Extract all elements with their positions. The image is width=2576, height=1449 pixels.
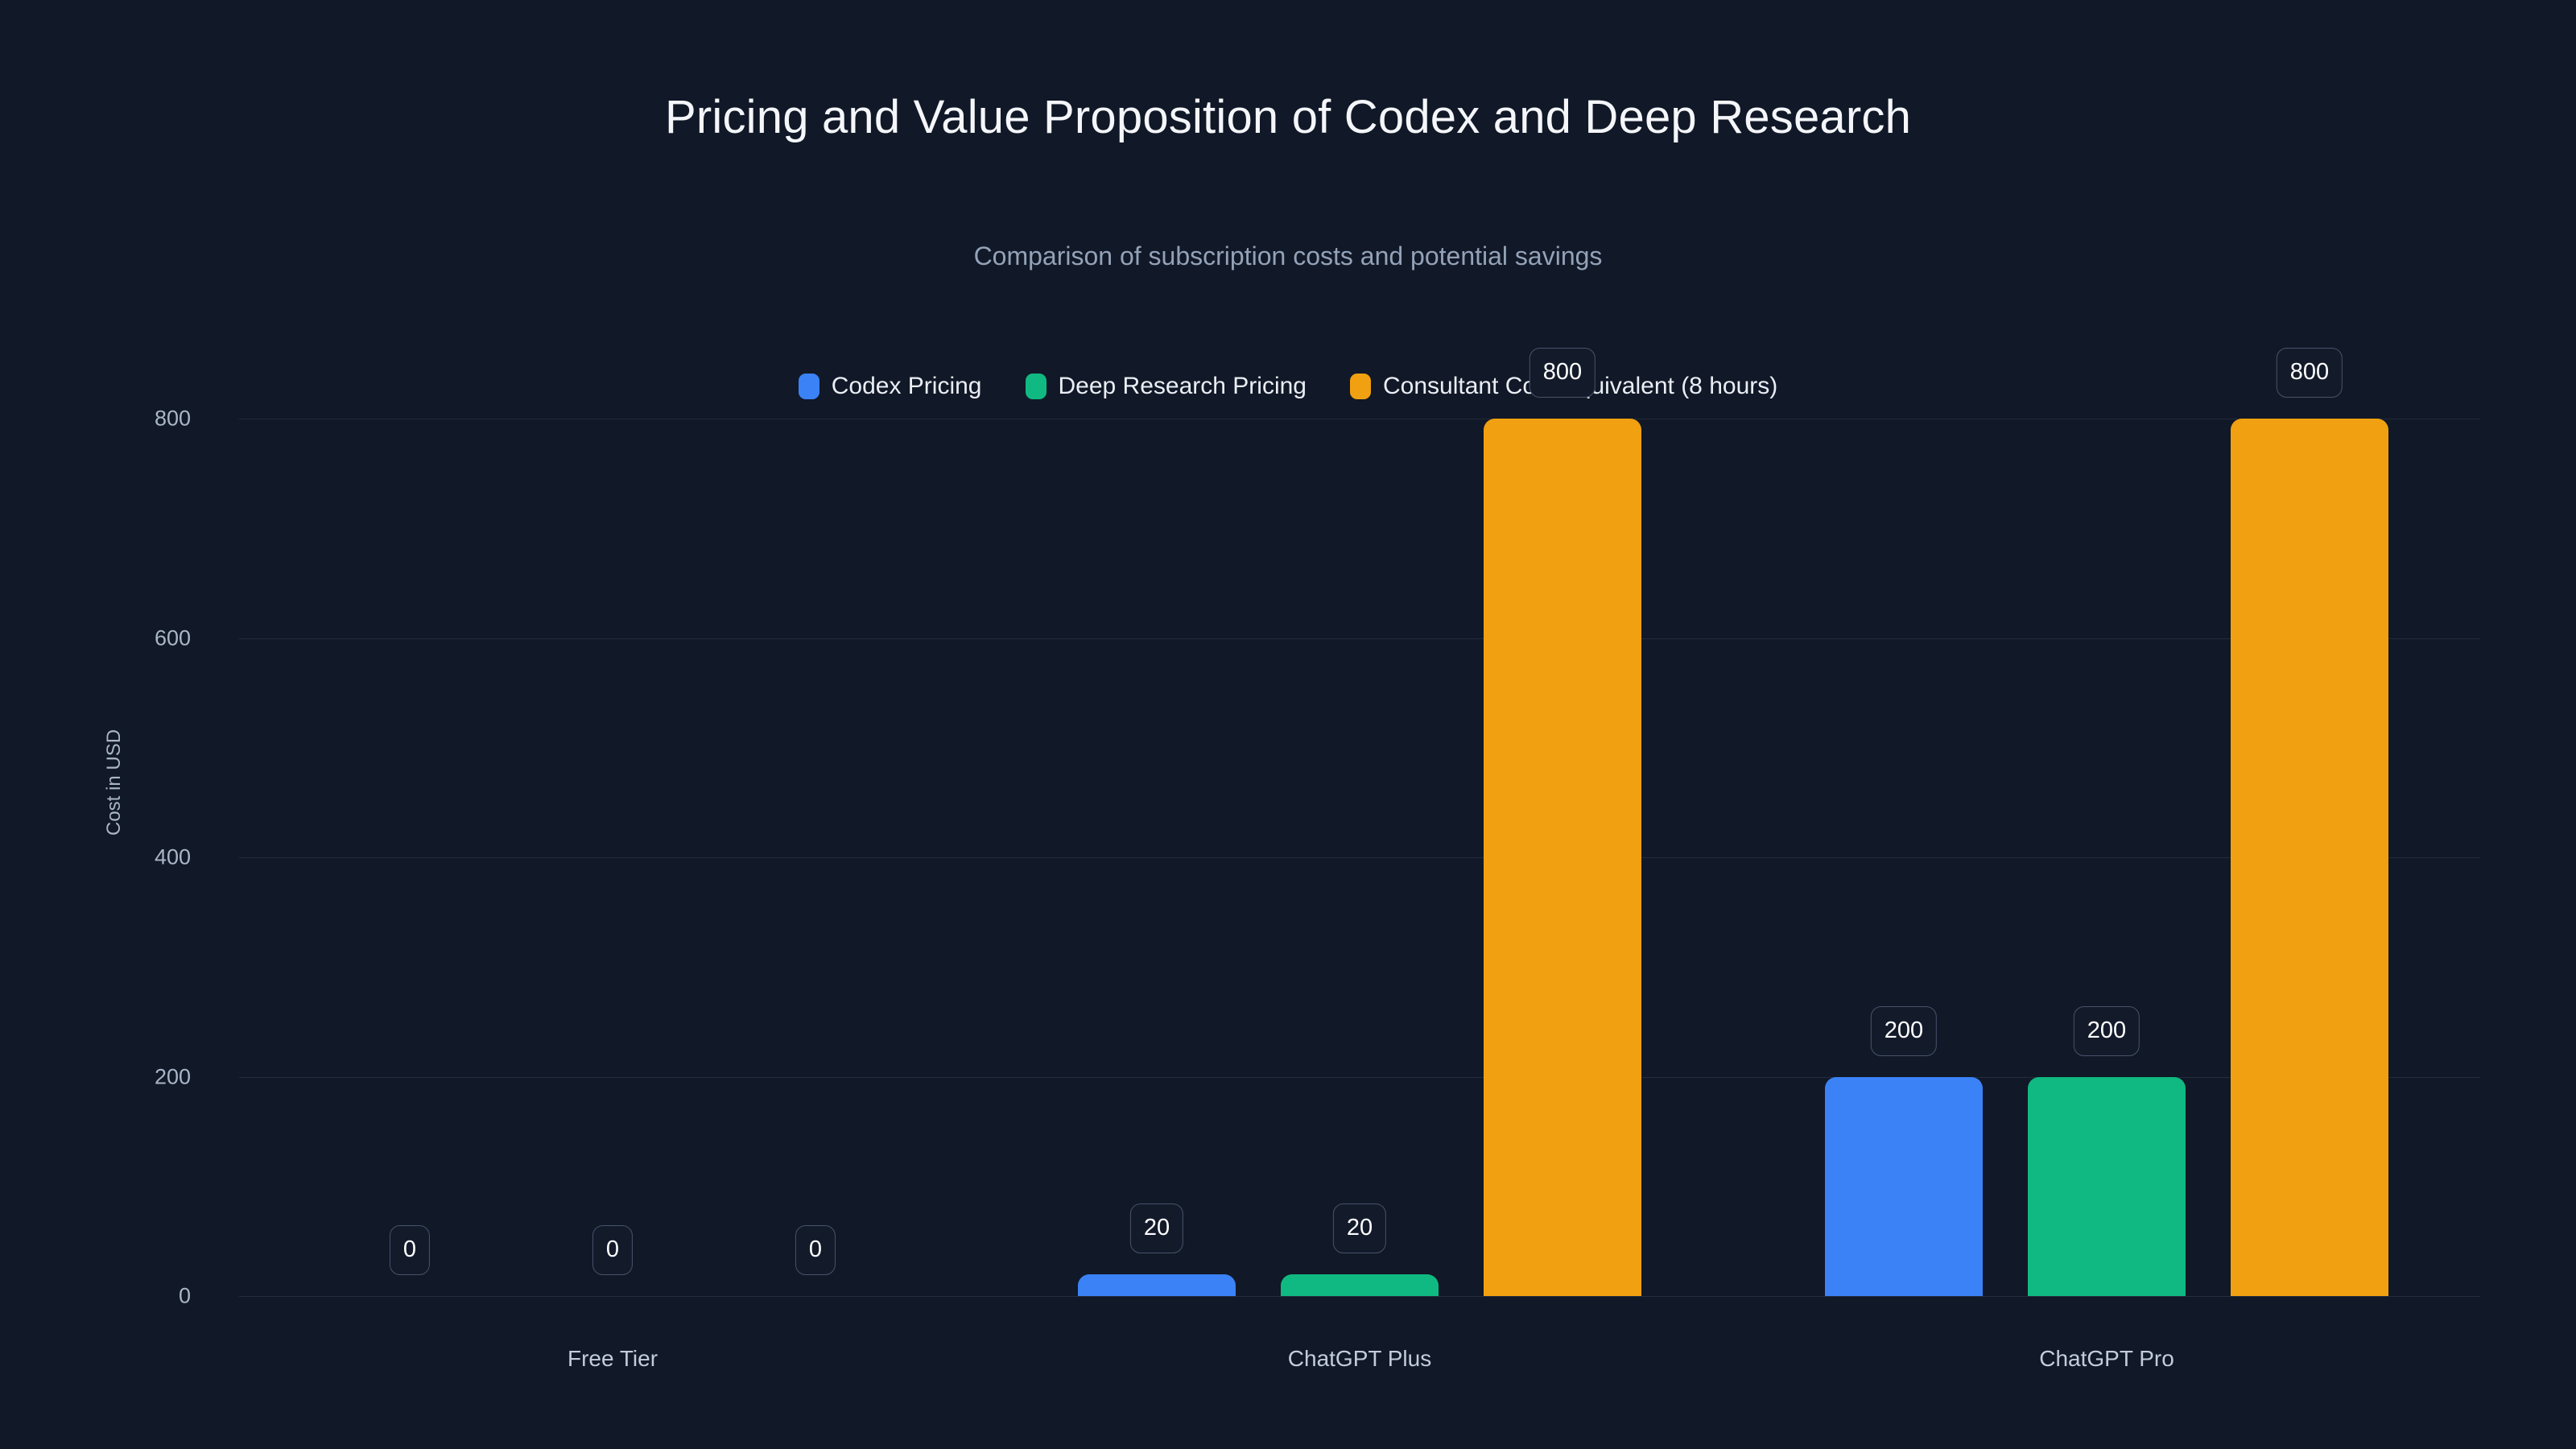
y-tick-label: 600: [154, 625, 191, 650]
x-tick-label: Free Tier: [567, 1346, 658, 1371]
bar[interactable]: [1484, 419, 1641, 1296]
gridline-400: [239, 857, 2480, 858]
gridline-0: [239, 1296, 2480, 1297]
bar-value-label: 0: [592, 1225, 634, 1275]
legend-item-1[interactable]: Deep Research Pricing: [1025, 373, 1307, 400]
y-tick-label: 0: [178, 1283, 191, 1308]
gridline-200: [239, 1076, 2480, 1078]
bar-value-label: 800: [2276, 348, 2343, 398]
bar-value-label: 0: [389, 1225, 431, 1275]
legend-swatch-icon: [1025, 374, 1046, 399]
legend-swatch-icon: [1349, 374, 1371, 399]
bar[interactable]: [2028, 1076, 2186, 1296]
legend-item-label: Codex Pricing: [831, 373, 982, 399]
legend-swatch-icon: [798, 374, 819, 399]
bar-value-label: 800: [1529, 348, 1596, 398]
bar[interactable]: [1078, 1274, 1236, 1296]
x-tick-label: ChatGPT Pro: [2039, 1346, 2174, 1371]
gridline-600: [239, 638, 2480, 639]
bar[interactable]: [1825, 1076, 1983, 1296]
plot-area: [239, 419, 2480, 1297]
chart-subtitle: Comparison of subscription costs and pot…: [973, 242, 1603, 270]
y-tick-label: 800: [154, 406, 191, 431]
bar-value-label: 20: [1129, 1203, 1184, 1253]
bar-value-label: 0: [795, 1225, 836, 1275]
x-tick-label: ChatGPT Plus: [1287, 1346, 1432, 1371]
bar[interactable]: [2231, 419, 2388, 1296]
legend-item-0[interactable]: Codex Pricing: [798, 373, 982, 400]
legend-item-label: Deep Research Pricing: [1058, 373, 1307, 399]
bar-value-label: 200: [2073, 1005, 2140, 1056]
bar[interactable]: [1281, 1274, 1439, 1296]
bar-value-label: 200: [1870, 1005, 1938, 1056]
y-tick-label: 200: [154, 1064, 191, 1088]
bar-value-label: 20: [1332, 1203, 1387, 1253]
chart-legend: Codex Pricing Deep Research Pricing Consul…: [0, 373, 2576, 400]
y-tick-label: 400: [154, 844, 191, 869]
y-axis-title: Cost in USD: [103, 729, 125, 836]
chart-title: Pricing and Value Proposition of Codex a…: [664, 91, 1912, 143]
